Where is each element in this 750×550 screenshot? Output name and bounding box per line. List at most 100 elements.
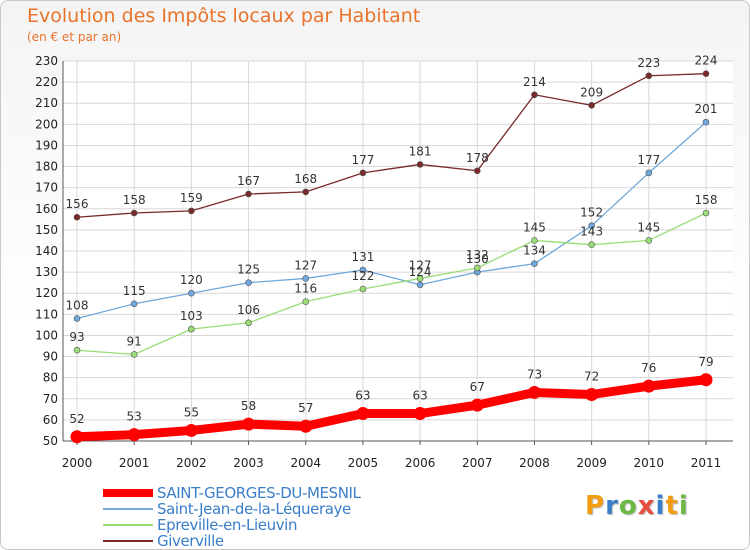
data-label: 178 — [466, 151, 489, 165]
data-label: 55 — [184, 405, 199, 419]
data-label: 103 — [180, 309, 203, 323]
legend-swatch — [103, 508, 153, 510]
chart-subtitle: (en € et par an) — [27, 30, 122, 44]
x-tick-label: 2003 — [233, 456, 264, 470]
data-point — [184, 423, 198, 437]
data-label: 167 — [237, 174, 260, 188]
data-point — [473, 167, 481, 175]
legend-label: Giverville — [157, 532, 224, 550]
y-tick-label: 160 — [35, 202, 58, 216]
legend-label: SAINT-GEORGES-DU-MESNIL — [157, 484, 361, 502]
data-label: 168 — [294, 172, 317, 186]
data-point — [413, 407, 427, 421]
data-label: 130 — [466, 252, 489, 266]
y-tick-label: 170 — [35, 181, 58, 195]
axis-layer: 50 60 70 80 90 100 110 120 130 140 150 160 170 180 190… — [35, 54, 733, 470]
data-point — [356, 407, 370, 421]
data-label: 224 — [695, 54, 718, 68]
y-tick-label: 90 — [43, 350, 58, 364]
data-label: 53 — [127, 410, 142, 424]
x-tick-label: 2000 — [62, 456, 93, 470]
x-tick-label: 2002 — [176, 456, 207, 470]
data-label: 108 — [66, 299, 89, 313]
data-point — [245, 279, 252, 286]
data-point — [531, 91, 538, 99]
data-point — [359, 169, 367, 177]
data-point — [130, 209, 138, 217]
data-point — [73, 346, 81, 354]
data-label: 177 — [351, 153, 374, 167]
data-point — [588, 102, 595, 109]
y-tick-label: 180 — [35, 160, 58, 174]
data-label: 124 — [409, 265, 432, 279]
data-point — [188, 325, 195, 333]
x-tick-label: 2005 — [348, 456, 379, 470]
data-point — [302, 298, 310, 305]
data-point — [188, 289, 195, 297]
data-point — [527, 385, 541, 399]
data-label: 158 — [123, 193, 146, 207]
data-point — [242, 417, 256, 431]
data-label: 115 — [123, 284, 146, 298]
data-label: 152 — [580, 206, 603, 220]
series-line — [72, 375, 711, 442]
data-label: 159 — [180, 191, 203, 205]
series-line — [76, 73, 707, 218]
data-point — [73, 213, 81, 221]
y-tick-label: 120 — [35, 286, 58, 300]
data-point — [245, 319, 252, 327]
data-point — [70, 430, 84, 444]
series-layer — [70, 70, 713, 444]
data-label: 201 — [695, 102, 718, 116]
data-label: 214 — [523, 75, 546, 89]
data-point — [702, 209, 710, 217]
data-point — [588, 241, 595, 248]
y-tick-label: 220 — [35, 75, 58, 89]
data-point — [531, 260, 538, 267]
data-point — [302, 275, 310, 282]
legend-item: SAINT-GEORGES-DU-MESNIL — [103, 484, 361, 502]
data-label: 181 — [409, 144, 432, 158]
data-label: 145 — [637, 220, 660, 234]
data-point — [130, 351, 138, 358]
proxiti-logo: Proxiti — [585, 491, 689, 521]
data-label: 127 — [294, 258, 317, 272]
data-point — [416, 275, 424, 282]
y-tick-label: 190 — [35, 138, 58, 152]
legend-swatch — [103, 489, 153, 497]
x-tick-label: 2011 — [691, 456, 722, 470]
x-tick-label: 2001 — [119, 456, 150, 470]
data-label: 76 — [641, 361, 656, 375]
data-label: 223 — [637, 56, 660, 70]
y-tick-label: 230 — [35, 54, 58, 68]
series-line — [76, 212, 707, 356]
y-tick-label: 80 — [43, 371, 58, 385]
data-point — [588, 222, 595, 229]
legend-swatch — [103, 540, 153, 542]
y-tick-label: 110 — [35, 307, 58, 321]
x-tick-label: 2008 — [519, 456, 550, 470]
data-label: 79 — [698, 355, 713, 369]
x-tick-label: 2010 — [634, 456, 665, 470]
data-label: 63 — [412, 389, 427, 403]
data-label: 120 — [180, 273, 203, 287]
data-point — [416, 281, 424, 289]
data-label: 127 — [409, 258, 432, 272]
y-tick-label: 200 — [35, 117, 58, 131]
legend-swatch — [103, 524, 153, 526]
x-tick-label: 2009 — [576, 456, 607, 470]
data-label: 132 — [466, 248, 489, 262]
data-point — [299, 419, 313, 433]
data-label: 73 — [527, 367, 542, 381]
y-tick-label: 70 — [43, 392, 58, 406]
y-tick-label: 60 — [43, 413, 58, 427]
data-point — [473, 264, 481, 272]
data-point — [702, 70, 710, 77]
data-point — [73, 315, 81, 322]
data-label: 72 — [584, 370, 599, 384]
x-tick-label: 2006 — [405, 456, 436, 470]
data-point — [645, 169, 653, 177]
y-tick-label: 150 — [35, 223, 58, 237]
data-label: 91 — [127, 334, 142, 348]
label-layer: 108 115 120 125 127 131 124 130 134 152 177 201 93 91… — [66, 54, 718, 426]
